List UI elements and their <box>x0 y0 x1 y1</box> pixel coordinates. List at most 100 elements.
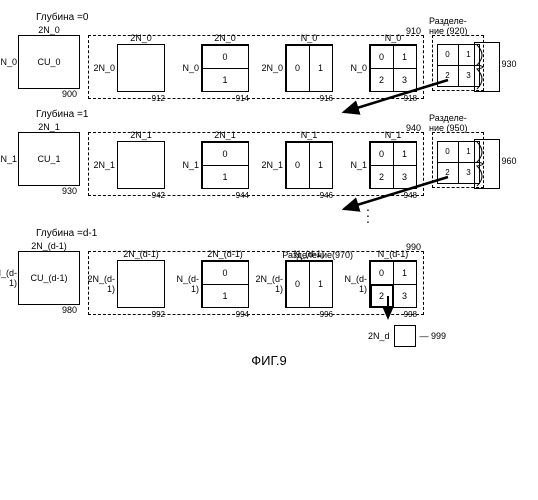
brace-icon: 930 <box>474 42 500 92</box>
final-label: 2N_d <box>368 331 390 341</box>
pu-q4: N_(d-1)N_(d-1)0123998 <box>369 260 417 308</box>
pu-top-label: 2N_0 <box>195 33 255 43</box>
split-column: Разделе-ние (950)0123960 <box>432 132 484 188</box>
figure-label: ФИГ.9 <box>18 353 520 368</box>
split-cell: 2 <box>437 162 459 184</box>
pu-ref: 916 <box>320 94 333 103</box>
cu-left-label: 2N_(d-1) <box>0 268 17 288</box>
pu-left-label: N_(d-1) <box>171 274 199 294</box>
pu-box: 01 <box>285 141 333 189</box>
pu-cell: 0 <box>286 45 310 92</box>
cu-ref: 980 <box>62 305 77 315</box>
brace-icon: 960 <box>474 139 500 189</box>
cu-column: 2N_02N_0CU_0900 <box>18 25 80 89</box>
split-label-only: Разделение(970) <box>282 250 353 260</box>
pu-left-label: N_1 <box>339 160 367 170</box>
cu-text: CU_0 <box>37 57 60 67</box>
split-column: Разделе-ние (920)0123930 <box>432 35 484 91</box>
pu-ref: 914 <box>236 94 249 103</box>
cu-text: CU_1 <box>37 154 60 164</box>
pu-cell: 0 <box>286 261 310 308</box>
cu-block: 2N_12N_1CU_1930 <box>18 132 80 186</box>
split-label: Разделе-ние (950) <box>429 113 489 133</box>
pu-h2: 2N_1N_101944 <box>201 141 249 189</box>
pu-top-label: N_(d-1) <box>363 249 423 259</box>
pu-box <box>117 260 165 308</box>
pu-cell: 1 <box>309 261 333 308</box>
pu-cell: 1 <box>202 68 249 92</box>
cu-block: 2N_02N_0CU_0900 <box>18 35 80 89</box>
depth-row: Глубина =12N_12N_1CU_19309402N_12N_19422… <box>18 109 520 196</box>
pu-ref: 948 <box>404 191 417 200</box>
pu-box: 0123 <box>369 44 417 92</box>
pu-top-label: 2N_0 <box>111 33 171 43</box>
pu-cell: 0 <box>370 261 394 285</box>
pu-left-label: 2N_1 <box>255 160 283 170</box>
pu-q4: N_0N_00123918 <box>369 44 417 92</box>
split-cell: 2 <box>437 65 459 87</box>
final-ref: — 999 <box>420 331 447 341</box>
split-box: 0123930 <box>437 44 479 86</box>
pu-cell: 0 <box>202 45 249 69</box>
pu-left-label: N_0 <box>339 63 367 73</box>
pu-top-label: 2N_(d-1) <box>195 249 255 259</box>
pu-box: 0123 <box>369 141 417 189</box>
pu-left-label: 2N_0 <box>87 63 115 73</box>
pu-ref: 994 <box>236 310 249 319</box>
split-cell: 0 <box>437 44 459 66</box>
split-box: 0123960 <box>437 141 479 183</box>
pu-cell: 3 <box>393 165 417 189</box>
pu-ref: 992 <box>152 310 165 319</box>
pu-ref: 912 <box>152 94 165 103</box>
pu-left-label: 2N_0 <box>255 63 283 73</box>
pu-box: 01 <box>285 44 333 92</box>
pu-box: 01 <box>285 260 333 308</box>
pu-ref: 944 <box>236 191 249 200</box>
pu-left-label: 2N_(d-1) <box>87 274 115 294</box>
pu-group: 9902N_(d-1)2N_(d-1)9922N_(d-1)N_(d-1)019… <box>88 251 424 315</box>
pu-full: 2N_02N_0912 <box>117 44 165 92</box>
split-label: Разделе-ние (920) <box>429 16 489 36</box>
pu-box: 01 <box>201 141 249 189</box>
cu-text: CU_(d-1) <box>30 273 67 283</box>
pu-h2: 2N_0N_001914 <box>201 44 249 92</box>
pu-cell: 2 <box>370 165 394 189</box>
pu-v2: N_02N_001916 <box>285 44 333 92</box>
final-block-row: 2N_d — 999 <box>368 325 520 347</box>
final-block <box>394 325 416 347</box>
cu-ref: 900 <box>62 89 77 99</box>
brace-ref: 930 <box>501 59 516 69</box>
cu-column: 2N_12N_1CU_1930 <box>18 122 80 186</box>
split-cell: 0 <box>437 141 459 163</box>
pu-full: 2N_(d-1)2N_(d-1)992 <box>117 260 165 308</box>
cu-top-label: 2N_0 <box>14 25 84 35</box>
pu-left-label: N_1 <box>171 160 199 170</box>
cu-top-label: 2N_1 <box>14 122 84 132</box>
depth-label: Глубина =d-1 <box>18 228 520 239</box>
pu-cell: 3 <box>393 68 417 92</box>
pu-left-label: N_0 <box>171 63 199 73</box>
pu-cell: 0 <box>370 142 394 166</box>
pu-cell: 0 <box>202 142 249 166</box>
pu-cell: 1 <box>309 142 333 189</box>
pu-cell: 1 <box>202 165 249 189</box>
pu-box <box>117 44 165 92</box>
row-content: 2N_02N_0CU_09009102N_02N_09122N_0N_00191… <box>18 25 520 99</box>
pu-top-label: 2N_(d-1) <box>111 249 171 259</box>
depth-row: Глубина =d-1 2N_(d-1)2N_(d-1)CU_(d-1)9809… <box>18 228 520 315</box>
cu-ref: 930 <box>62 186 77 196</box>
pu-ref: 946 <box>320 191 333 200</box>
pu-top-label: N_0 <box>279 33 339 43</box>
cu-top-label: 2N_(d-1) <box>14 241 84 251</box>
pu-box: 0123 <box>369 260 417 308</box>
pu-box <box>117 141 165 189</box>
cu-block: 2N_(d-1)2N_(d-1)CU_(d-1)980 <box>18 251 80 305</box>
pu-cell: 2 <box>370 284 394 308</box>
pu-ref: 996 <box>320 310 333 319</box>
pu-cell: 3 <box>393 284 417 308</box>
pu-group: 9102N_02N_09122N_0N_001914N_02N_001916N_… <box>88 35 424 99</box>
cu-left-label: 2N_0 <box>0 57 17 67</box>
row-content: 2N_(d-1)2N_(d-1)CU_(d-1)9809902N_(d-1)2N… <box>18 241 520 315</box>
pu-top-label: N_1 <box>279 130 339 140</box>
pu-cell: 1 <box>393 142 417 166</box>
